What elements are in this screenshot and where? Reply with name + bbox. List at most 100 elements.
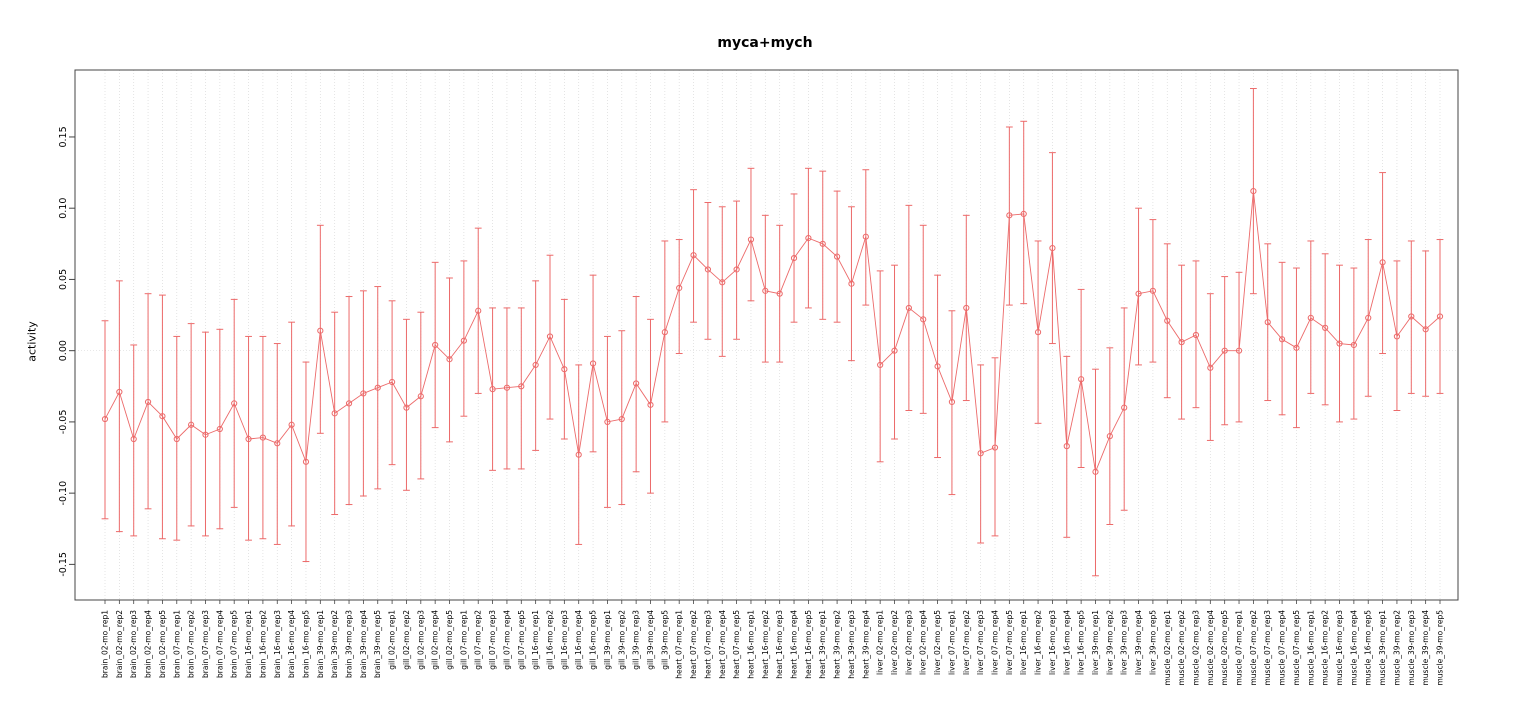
x-tick-label: brain_02-mo_rep4 — [144, 610, 153, 678]
x-tick-label: gill_16-mo_rep4 — [574, 610, 583, 670]
x-tick-label: gill_39-mo_rep2 — [617, 610, 626, 670]
x-tick-label: muscle_16-mo_rep2 — [1321, 610, 1330, 686]
gridlines — [75, 70, 1458, 600]
y-tick-label: 0.00 — [58, 340, 69, 361]
x-tick-label: muscle_16-mo_rep1 — [1306, 610, 1315, 686]
x-tick-label: liver_16-mo_rep4 — [1062, 610, 1071, 675]
x-tick-label: gill_07-mo_rep2 — [474, 610, 483, 670]
x-tick-label: gill_07-mo_rep5 — [517, 610, 526, 670]
data-points — [101, 188, 1444, 475]
chart-title: myca+mych — [717, 35, 813, 51]
x-tick-label: liver_07-mo_rep2 — [962, 610, 971, 675]
x-tick-label: brain_07-mo_rep3 — [201, 610, 210, 678]
x-tick-label: gill_07-mo_rep1 — [459, 610, 468, 670]
x-tick-label: gill_39-mo_rep5 — [660, 610, 669, 670]
x-tick-label: gill_16-mo_rep1 — [531, 610, 540, 670]
x-tick-label: brain_39-mo_rep2 — [330, 610, 339, 678]
x-tick-label: brain_02-mo_rep1 — [101, 610, 110, 678]
y-tick-label: 0.05 — [58, 269, 69, 290]
x-tick-label: muscle_02-mo_rep5 — [1220, 610, 1229, 686]
x-tick-label: heart_39-mo_rep3 — [847, 610, 856, 679]
x-tick-label: muscle_07-mo_rep1 — [1235, 610, 1244, 686]
x-tick-label: heart_07-mo_rep5 — [732, 610, 741, 679]
x-tick-label: brain_02-mo_rep3 — [129, 610, 138, 678]
x-tick-label: gill_39-mo_rep3 — [632, 610, 641, 670]
x-tick-label: muscle_16-mo_rep4 — [1349, 610, 1358, 686]
x-tick-label: gill_02-mo_rep2 — [402, 610, 411, 670]
x-tick-label: heart_16-mo_rep3 — [775, 610, 784, 679]
x-tick-label: liver_07-mo_rep5 — [1005, 610, 1014, 675]
x-tick-label: brain_16-mo_rep1 — [244, 610, 253, 678]
x-tick-label: brain_02-mo_rep2 — [115, 610, 124, 678]
x-tick-label: liver_07-mo_rep4 — [991, 610, 1000, 675]
x-tick-label: gill_07-mo_rep3 — [488, 610, 497, 670]
x-tick-label: liver_39-mo_rep2 — [1105, 610, 1114, 675]
x-tick-label: brain_02-mo_rep5 — [158, 610, 167, 678]
x-tick-label: liver_39-mo_rep1 — [1091, 610, 1100, 675]
series-line — [104, 191, 1441, 474]
x-tick-label: muscle_16-mo_rep3 — [1335, 610, 1344, 686]
x-tick-label: muscle_07-mo_rep3 — [1263, 610, 1272, 686]
x-tick-label: gill_02-mo_rep4 — [431, 610, 440, 670]
x-tick-label: heart_16-mo_rep2 — [761, 610, 770, 679]
x-tick-label: gill_16-mo_rep2 — [546, 610, 555, 670]
y-tick-label: -0.05 — [58, 410, 69, 435]
x-tick-label: heart_39-mo_rep1 — [818, 610, 827, 679]
x-tick-label: muscle_39-mo_rep4 — [1421, 610, 1430, 686]
x-tick-label: gill_07-mo_rep4 — [502, 610, 511, 670]
x-tick-label: gill_16-mo_rep3 — [560, 610, 569, 670]
x-tick-label: gill_02-mo_rep1 — [388, 610, 397, 670]
x-tick-label: liver_16-mo_rep5 — [1077, 610, 1086, 675]
x-tick-label: liver_16-mo_rep2 — [1034, 610, 1043, 675]
x-tick-label: brain_39-mo_rep5 — [373, 610, 382, 678]
error-bars — [101, 88, 1444, 577]
x-tick-label: liver_02-mo_rep3 — [904, 610, 913, 675]
x-tick-label: liver_39-mo_rep3 — [1120, 610, 1129, 675]
x-tick-label: brain_07-mo_rep5 — [230, 610, 239, 678]
x-tick-label: brain_39-mo_rep1 — [316, 610, 325, 678]
x-tick-label: gill_02-mo_rep3 — [416, 610, 425, 670]
x-tick-label: muscle_39-mo_rep1 — [1378, 610, 1387, 686]
x-tick-label: brain_16-mo_rep5 — [301, 610, 310, 678]
x-tick-label: muscle_07-mo_rep4 — [1278, 610, 1287, 686]
x-tick-label: heart_16-mo_rep5 — [804, 610, 813, 679]
x-tick-label: brain_16-mo_rep3 — [273, 610, 282, 678]
x-axis: brain_02-mo_rep1 brain_02-mo_rep2 brain_02… — [101, 600, 1445, 686]
x-tick-label: heart_39-mo_rep4 — [861, 610, 870, 679]
x-tick-label: heart_07-mo_rep3 — [703, 610, 712, 679]
y-tick-label: 0.15 — [58, 126, 69, 147]
x-tick-label: heart_16-mo_rep4 — [790, 610, 799, 679]
x-tick-label: liver_16-mo_rep3 — [1048, 610, 1057, 675]
x-tick-label: muscle_07-mo_rep2 — [1249, 610, 1258, 686]
x-tick-label: heart_16-mo_rep1 — [746, 610, 755, 679]
x-tick-label: muscle_39-mo_rep2 — [1392, 610, 1401, 686]
x-tick-label: liver_02-mo_rep4 — [919, 610, 928, 675]
x-tick-label: brain_16-mo_rep4 — [287, 610, 296, 678]
plot-box — [74, 69, 1459, 601]
y-tick-label: -0.10 — [58, 481, 69, 506]
x-tick-label: liver_39-mo_rep4 — [1134, 610, 1143, 675]
x-tick-label: brain_39-mo_rep4 — [359, 610, 368, 678]
x-tick-label: muscle_16-mo_rep5 — [1364, 610, 1373, 686]
x-tick-label: liver_02-mo_rep1 — [876, 610, 885, 675]
x-tick-label: muscle_39-mo_rep3 — [1407, 610, 1416, 686]
x-tick-label: heart_39-mo_rep2 — [833, 610, 842, 679]
x-tick-label: liver_39-mo_rep5 — [1148, 610, 1157, 675]
x-tick-label: brain_39-mo_rep3 — [345, 610, 354, 678]
x-tick-label: muscle_02-mo_rep3 — [1191, 610, 1200, 686]
x-tick-label: brain_16-mo_rep2 — [258, 610, 267, 678]
x-tick-label: gill_39-mo_rep1 — [603, 610, 612, 670]
x-tick-label: muscle_02-mo_rep2 — [1177, 610, 1186, 686]
x-tick-label: liver_16-mo_rep1 — [1019, 610, 1028, 675]
x-tick-label: heart_07-mo_rep1 — [675, 610, 684, 679]
x-tick-label: heart_07-mo_rep2 — [689, 610, 698, 679]
y-tick-label: -0.15 — [58, 552, 69, 577]
x-tick-label: liver_02-mo_rep2 — [890, 610, 899, 675]
x-tick-label: gill_02-mo_rep5 — [445, 610, 454, 670]
x-tick-label: gill_16-mo_rep5 — [589, 610, 598, 670]
x-tick-label: muscle_02-mo_rep1 — [1163, 610, 1172, 686]
x-tick-label: gill_39-mo_rep4 — [646, 610, 655, 670]
x-tick-label: brain_07-mo_rep1 — [172, 610, 181, 678]
